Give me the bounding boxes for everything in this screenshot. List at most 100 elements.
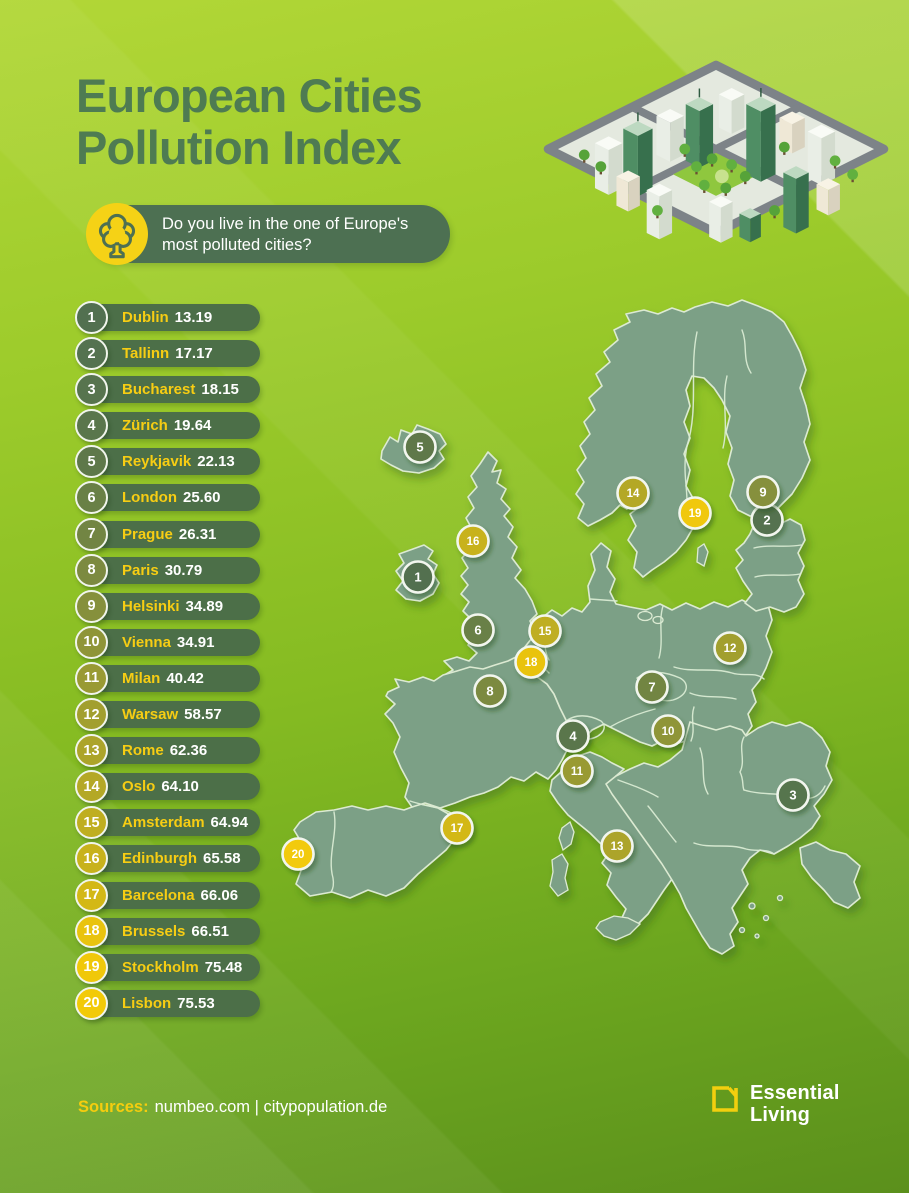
rank-city: Brussels	[122, 922, 186, 940]
rank-value: 18.15	[201, 381, 239, 399]
map-country-italy	[549, 751, 693, 931]
map-island-aegean-1	[748, 902, 756, 910]
svg-text:13: 13	[611, 841, 624, 853]
svg-text:15: 15	[539, 626, 552, 638]
rank-value: 58.57	[184, 706, 222, 724]
svg-text:17: 17	[451, 823, 464, 835]
rank-city: Oslo	[122, 778, 156, 796]
map-island-aegean-2	[762, 914, 770, 922]
svg-text:12: 12	[724, 643, 737, 655]
rank-badge: 6	[75, 481, 108, 515]
rank-value: 25.60	[182, 489, 221, 507]
map-island-corsica	[558, 820, 575, 852]
svg-text:3: 3	[789, 788, 796, 803]
rank-badge: 3	[75, 373, 108, 407]
svg-text:6: 6	[474, 623, 481, 638]
rank-value: 62.36	[169, 742, 208, 760]
map-marker-4: 4	[556, 719, 590, 753]
map-marker-9: 9	[746, 475, 780, 509]
rank-row-9: 9 Helsinki 34.89	[75, 589, 260, 623]
sources-line: Sources: numbeo.com | citypopulation.de	[78, 1098, 387, 1117]
map-marker-16: 16	[456, 524, 490, 558]
svg-text:10: 10	[662, 726, 675, 738]
svg-text:14: 14	[627, 488, 640, 500]
rank-row-2: 2 Tallinn 17.17	[75, 337, 260, 371]
sources-label: Sources:	[78, 1098, 149, 1116]
rank-badge: 17	[75, 878, 108, 912]
rank-badge: 5	[75, 445, 108, 479]
rank-city: Rome	[122, 742, 164, 760]
rank-row-19: 19 Stockholm 75.48	[75, 950, 260, 984]
question-text: Do you live in the one of Europe's most …	[162, 215, 409, 254]
map-island-aegean-5	[754, 933, 760, 939]
map-country-france	[384, 656, 569, 809]
ranking-list: 1 Dublin 13.19 2 Tallinn 17.17 3 Bucharest 18.15…	[75, 301, 260, 1026]
rank-value: 64.10	[161, 778, 199, 796]
map-island-gotland	[696, 543, 709, 567]
brand-logo: Essential Living	[710, 1082, 840, 1126]
rank-badge: 7	[75, 517, 108, 551]
map-island-sardinia	[549, 853, 569, 897]
map-marker-8: 8	[473, 674, 507, 708]
svg-text:8: 8	[486, 684, 493, 699]
rank-row-5: 5 Reykjavik 22.13	[75, 445, 260, 479]
map-island-aegean-3	[738, 926, 746, 934]
rank-city: Zürich	[122, 417, 168, 435]
rank-row-15: 15 Amsterdam 64.94	[75, 806, 260, 840]
map-island-sicily	[595, 915, 642, 941]
map-region-turkey	[799, 841, 861, 909]
rank-value: 17.17	[175, 345, 213, 363]
rank-badge: 4	[75, 409, 108, 443]
rank-badge: 11	[75, 661, 108, 695]
map-marker-20: 20	[281, 837, 315, 871]
rank-value: 66.51	[191, 922, 229, 940]
rank-city: Amsterdam	[122, 814, 205, 832]
map-marker-6: 6	[461, 613, 495, 647]
city-buildings	[594, 88, 840, 243]
svg-text:5: 5	[416, 440, 423, 455]
rank-city: Stockholm	[122, 958, 199, 976]
rank-value: 34.91	[176, 633, 215, 651]
rank-value: 30.79	[164, 561, 203, 579]
rank-city: Prague	[122, 525, 173, 543]
map-region-baltics	[735, 518, 806, 613]
rank-row-14: 14 Oslo 64.10	[75, 770, 260, 804]
map-marker-5: 5	[403, 430, 437, 464]
city-trees	[578, 141, 859, 219]
rank-badge: 15	[75, 806, 108, 840]
map-country-ireland	[395, 544, 440, 602]
title-line-2: Pollution Index	[76, 121, 402, 174]
map-region-central-europe	[515, 542, 773, 747]
rank-row-6: 6 London 25.60	[75, 481, 260, 515]
rank-badge: 2	[75, 337, 108, 371]
rank-value: 66.06	[200, 886, 239, 904]
rank-row-10: 10 Vienna 34.91	[75, 625, 260, 659]
rank-value: 64.94	[210, 814, 249, 832]
svg-text:20: 20	[292, 849, 305, 861]
rank-badge: 20	[75, 986, 108, 1020]
map-island-aegean-4	[776, 894, 784, 902]
rank-badge: 13	[75, 734, 108, 768]
map-country-great-britain	[440, 451, 538, 703]
rank-row-11: 11 Milan 40.42	[75, 661, 260, 695]
map-marker-1: 1	[401, 560, 435, 594]
rank-row-7: 7 Prague 26.31	[75, 517, 260, 551]
rank-badge: 9	[75, 589, 108, 623]
map-region-balkans	[605, 721, 833, 955]
rank-value: 75.53	[177, 994, 215, 1012]
brand-name-line-1: Essential	[750, 1082, 840, 1104]
rank-value: 40.42	[166, 669, 204, 687]
svg-text:11: 11	[571, 766, 584, 778]
map-region-scandinavia	[575, 299, 811, 578]
rank-row-1: 1 Dublin 13.19	[75, 301, 260, 334]
rank-city: Bucharest	[122, 381, 196, 399]
rank-badge: 8	[75, 553, 108, 587]
brand-name: Essential Living	[750, 1082, 840, 1126]
rank-city: Barcelona	[122, 886, 195, 904]
brand-logo-icon	[710, 1084, 740, 1114]
rank-city: Reykjavik	[122, 453, 192, 471]
rank-value: 19.64	[173, 417, 212, 435]
map-marker-17: 17	[440, 811, 474, 845]
sources-text: numbeo.com | citypopulation.de	[154, 1098, 388, 1116]
